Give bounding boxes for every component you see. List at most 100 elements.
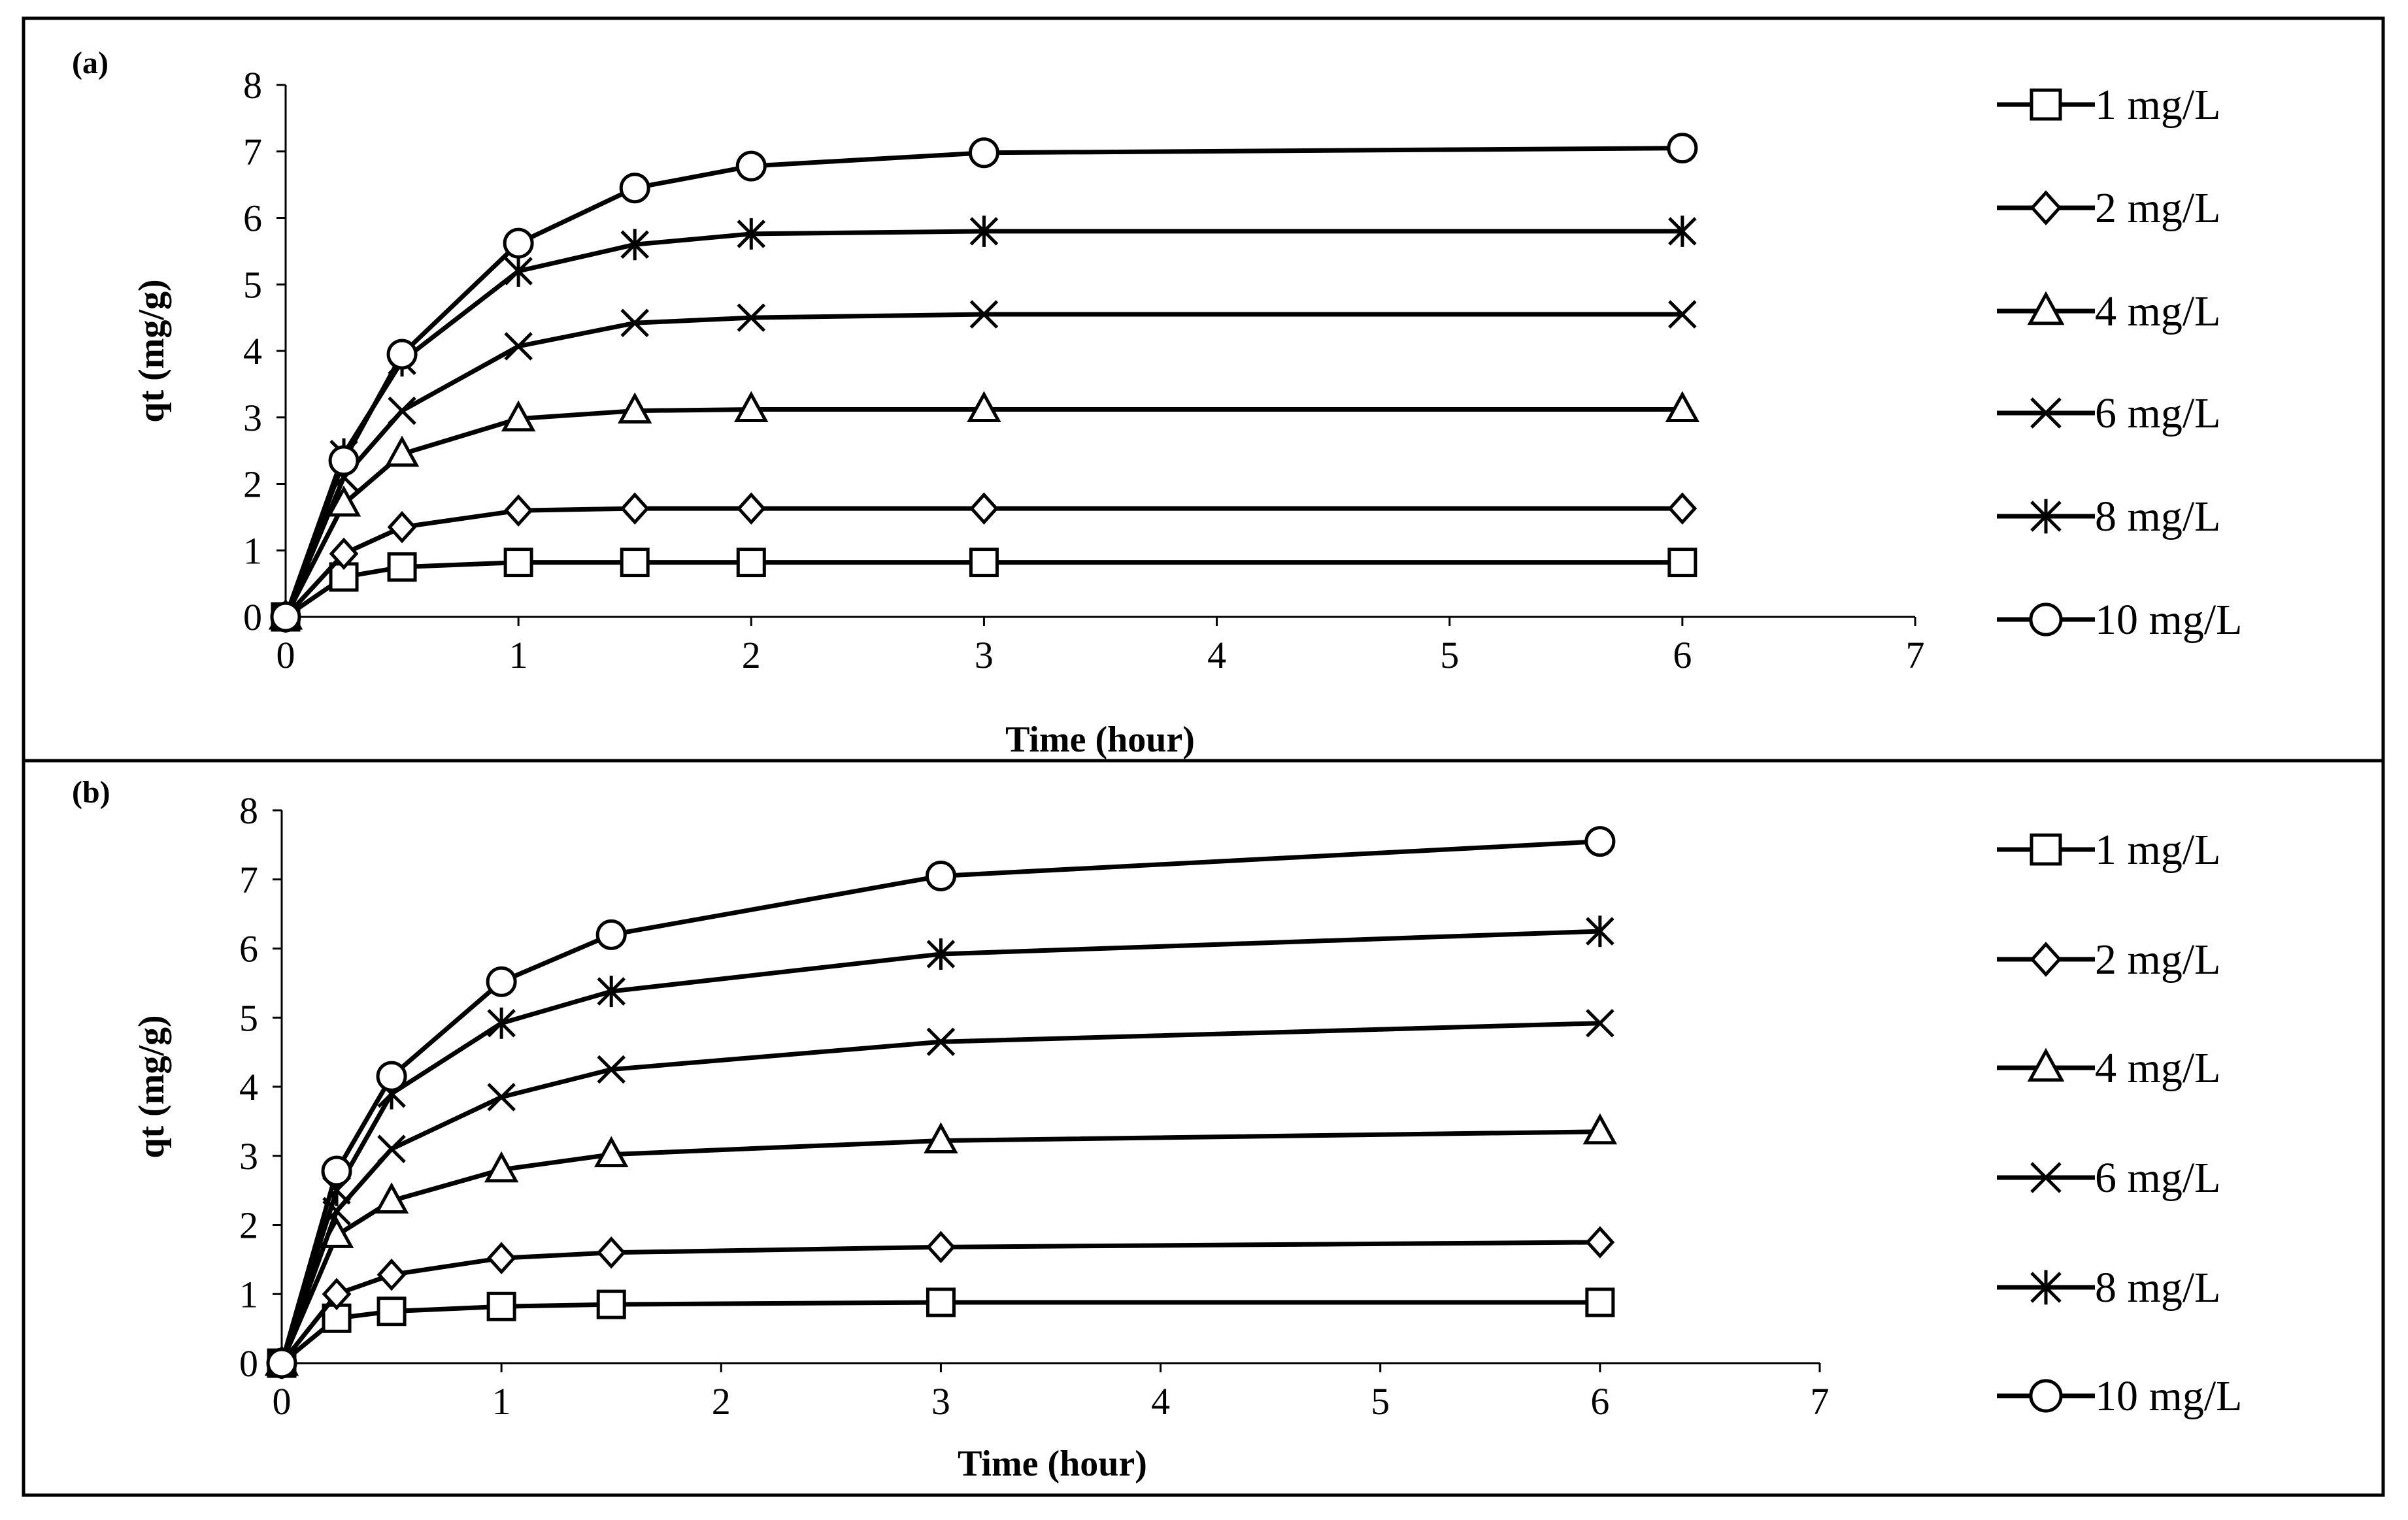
legend-label: 4 mg/L [2095,1044,2221,1092]
y-tick-label: 5 [243,263,262,306]
x-tick-label: 2 [742,634,761,676]
data-point-star [1586,916,1614,948]
legend-marker-diamond [2030,190,2062,225]
legend-label: 1 mg/L [2095,826,2221,874]
data-point-star [926,938,956,970]
legend-marker-triangle [2027,1048,2065,1082]
data-point-triangle [617,392,652,424]
data-point-square [736,548,766,578]
data-point-square [1585,1287,1615,1317]
legend-item: 4 mg/L [1997,1044,2221,1092]
legend-label: 6 mg/L [2095,389,2221,437]
data-point-x [487,1083,516,1112]
legend-item: 2 mg/L [1997,184,2221,232]
y-tick-label: 4 [239,1066,258,1108]
legend-item: 8 mg/L [1997,1264,2221,1312]
data-point-diamond [387,510,417,544]
data-point-circle [595,919,627,950]
panel-label: (a) [72,46,109,80]
legend-item: 10 mg/L [1997,596,2243,644]
x-tick-label: 4 [1207,634,1226,676]
data-point-square [376,1297,407,1327]
series-line [283,407,1682,618]
data-point-square [387,552,417,582]
legend-marker-square [2030,88,2062,121]
data-point-circle [270,601,301,633]
data-point-circle [735,150,767,182]
data-point-triangle [501,400,536,432]
series-4-mg-l [268,391,1700,630]
y-tick-label: 8 [243,64,262,107]
data-point-star [620,229,649,261]
legend-label: 2 mg/L [2095,936,2221,983]
y-axis-title: qt (mg/g) [131,279,172,422]
data-point-circle [266,1347,297,1379]
legend-item: 10 mg/L [1997,1372,2243,1420]
data-point-x [926,1027,956,1057]
x-tick-label: 7 [1811,1380,1830,1423]
legend-marker-star [2030,499,2062,534]
x-tick-label: 4 [1151,1380,1170,1423]
data-point-circle [968,137,999,169]
figure-frame [22,16,2385,1497]
data-point-x [388,396,416,425]
legend-label: 1 mg/L [2095,81,2221,129]
data-point-x [377,1134,406,1163]
data-point-star [737,218,766,250]
y-tick-label: 6 [239,928,258,970]
data-point-square [503,548,533,578]
x-tick-label: 3 [931,1380,950,1423]
data-point-triangle [594,1136,629,1168]
data-point-triangle [384,435,420,467]
y-tick-label: 7 [239,859,258,901]
legend-item: 1 mg/L [1997,826,2221,874]
data-point-diamond [486,1242,516,1274]
data-point-x [737,303,766,332]
y-tick-label: 2 [243,463,262,506]
legend-marker-x [2030,397,2062,429]
data-point-diamond [376,1258,407,1291]
y-tick-label: 8 [239,789,258,832]
data-point-circle [619,173,650,204]
data-point-diamond [1585,1226,1615,1259]
x-tick-label: 2 [712,1380,731,1423]
data-point-star [487,1007,516,1039]
data-point-x [1668,300,1697,329]
data-point-circle [486,966,517,997]
x-tick-label: 0 [273,1380,292,1423]
x-tick-label: 3 [975,634,994,676]
x-tick-label: 7 [1906,634,1925,676]
legend-marker-circle [2029,1379,2063,1413]
y-axis-title: qt (mg/g) [131,1015,172,1158]
data-point-circle [321,1155,352,1187]
data-point-x [504,332,533,361]
x-tick-label: 6 [1673,634,1692,676]
data-point-triangle [967,391,1001,423]
data-point-x [969,300,999,329]
y-tick-label: 4 [243,330,262,372]
series-line [283,146,1682,618]
legend-label: 4 mg/L [2095,288,2221,335]
legend-marker-triangle [2027,291,2065,325]
x-tick-label: 5 [1371,1380,1390,1423]
x-tick-label: 6 [1590,1380,1609,1423]
legend-marker-x [2030,1162,2062,1193]
legend-item: 6 mg/L [1997,1154,2221,1202]
legend-label: 8 mg/L [2095,1264,2221,1312]
data-point-diamond [503,494,533,527]
legend-label: 8 mg/L [2095,493,2221,540]
data-point-triangle [374,1182,409,1214]
x-tick-label: 1 [492,1380,511,1423]
legend-label: 6 mg/L [2095,1154,2221,1202]
data-point-diamond [329,537,359,570]
y-tick-label: 3 [239,1135,258,1178]
data-point-triangle [1665,391,1700,423]
data-point-circle [328,445,360,476]
x-axis-title: Time (hour) [958,1444,1147,1484]
data-point-circle [503,227,534,259]
data-point-diamond [596,1236,626,1269]
data-point-square [969,548,999,578]
y-tick-label: 0 [239,1342,258,1385]
data-point-circle [1667,133,1698,164]
